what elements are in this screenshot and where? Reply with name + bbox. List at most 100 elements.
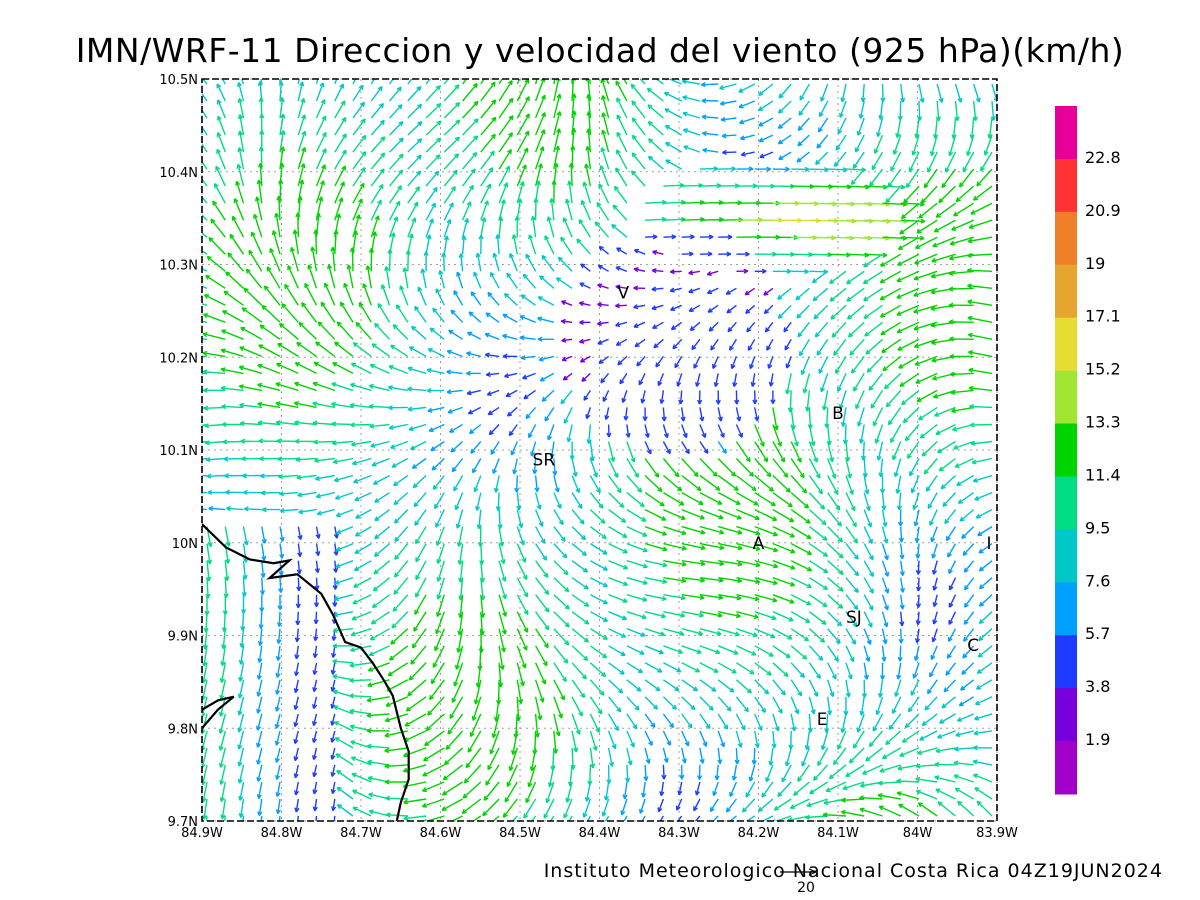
wind-arrow — [248, 249, 263, 272]
wind-arrow — [343, 282, 354, 306]
wind-arrow — [659, 390, 665, 404]
wind-arrow — [226, 506, 244, 512]
wind-arrow — [790, 611, 811, 624]
wind-arrow — [954, 787, 975, 800]
wind-arrow — [315, 815, 318, 821]
wind-arrow — [772, 645, 791, 659]
wind-arrow — [892, 134, 902, 155]
wind-arrow — [856, 117, 865, 136]
lon-tick-label: 84.2W — [738, 826, 780, 841]
wind-arrow — [896, 287, 920, 299]
wind-arrow — [372, 577, 391, 592]
wind-arrow — [644, 662, 663, 673]
wind-arrow — [370, 168, 385, 187]
wind-arrow — [717, 696, 732, 712]
wind-arrow — [392, 594, 409, 612]
wind-arrow — [432, 307, 445, 323]
wind-arrow — [512, 458, 518, 475]
wind-arrow — [777, 304, 792, 319]
wind-arrow — [788, 730, 794, 750]
wind-arrow — [468, 311, 482, 323]
wind-arrow — [885, 389, 902, 408]
wind-arrow — [801, 747, 811, 767]
wind-arrow — [553, 93, 562, 119]
wind-arrow — [663, 234, 677, 240]
lon-tick-label: 84.6W — [420, 826, 462, 841]
wind-arrow — [331, 798, 337, 812]
wind-arrow — [242, 543, 249, 563]
wind-arrow — [352, 166, 366, 187]
wind-arrow — [929, 509, 938, 526]
wind-arrow — [940, 474, 956, 490]
wind-arrow — [754, 628, 776, 639]
wind-arrow — [735, 441, 751, 463]
wind-arrow — [623, 815, 628, 821]
wind-arrow — [275, 382, 299, 392]
wind-arrow — [863, 509, 872, 528]
wind-arrow — [840, 407, 847, 427]
wind-arrow — [498, 594, 508, 617]
wind-arrow — [802, 373, 811, 394]
wind-arrow — [498, 577, 507, 600]
wind-arrow — [955, 730, 974, 737]
wind-arrow — [353, 577, 372, 588]
wind-arrow — [759, 151, 774, 159]
wind-arrow — [221, 403, 244, 410]
wind-arrow — [258, 344, 281, 358]
wind-arrow — [425, 218, 434, 238]
wind-arrow — [652, 321, 664, 329]
wind-arrow — [240, 611, 246, 631]
wind-arrow — [615, 284, 628, 290]
wind-arrow — [579, 355, 591, 363]
wind-arrow — [590, 560, 608, 571]
wind-arrow — [298, 321, 317, 340]
wind-arrow — [934, 406, 956, 417]
wind-arrow — [205, 815, 208, 821]
wind-arrow — [804, 730, 811, 750]
wind-arrow — [734, 390, 740, 405]
wind-arrow — [352, 151, 367, 170]
wind-arrow — [520, 355, 536, 361]
wind-arrow — [391, 611, 409, 629]
wind-arrow — [334, 83, 344, 102]
wind-arrow — [313, 594, 320, 608]
wind-arrow — [793, 781, 810, 796]
wind-arrow — [754, 594, 778, 603]
wind-arrow — [297, 81, 305, 102]
wind-arrow — [948, 286, 974, 292]
wind-arrow — [293, 401, 317, 409]
wind-arrow — [388, 645, 409, 661]
wind-arrow — [277, 456, 299, 462]
wind-arrow — [914, 526, 920, 543]
wind-arrow — [615, 80, 628, 102]
wind-arrow — [451, 679, 464, 703]
wind-arrow — [407, 201, 419, 221]
wind-arrow — [221, 329, 244, 340]
wind-arrow — [625, 424, 631, 438]
wind-arrow — [852, 730, 865, 749]
wind-arrow — [727, 321, 737, 333]
wind-arrow — [664, 108, 683, 119]
wind-arrow — [202, 125, 208, 136]
wind-arrow — [202, 491, 208, 494]
wind-arrow — [425, 170, 440, 187]
lon-tick-label: 83.9W — [976, 826, 1018, 841]
wind-arrow — [537, 336, 554, 342]
wind-arrow — [466, 370, 481, 376]
wind-arrow — [429, 679, 445, 701]
wind-arrow — [218, 747, 226, 768]
wind-arrow — [516, 526, 525, 546]
wind-arrow — [330, 246, 336, 272]
wind-arrow — [371, 457, 390, 467]
wind-arrow — [718, 594, 742, 601]
wind-arrow — [937, 801, 956, 817]
wind-arrow — [701, 98, 719, 104]
wind-arrow — [699, 594, 724, 600]
wind-arrow — [475, 492, 482, 511]
wind-arrow — [852, 151, 865, 169]
wind-arrow — [215, 165, 226, 187]
wind-arrow — [530, 215, 537, 238]
wind-arrow — [296, 474, 317, 480]
wind-arrow — [525, 253, 537, 272]
